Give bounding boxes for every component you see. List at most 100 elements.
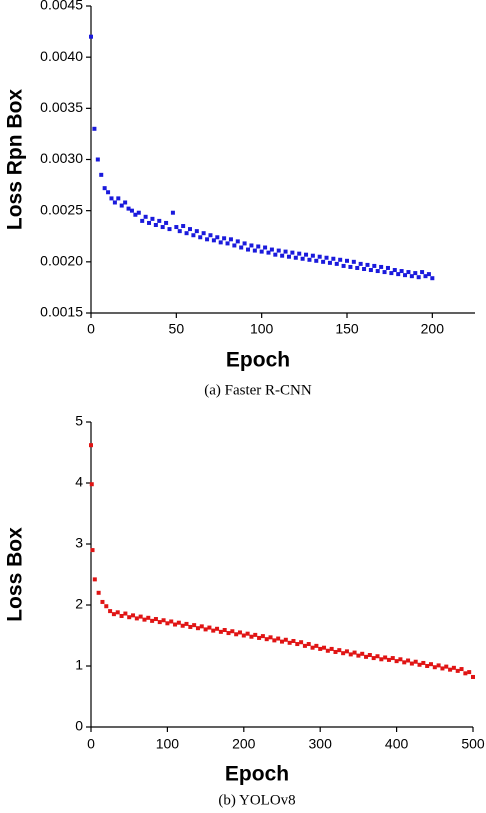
data-point — [276, 636, 281, 641]
data-point — [127, 615, 132, 620]
data-point — [379, 264, 384, 269]
y-tick-label: 3 — [75, 535, 83, 551]
data-point — [293, 255, 298, 260]
data-point — [181, 224, 186, 229]
data-point — [222, 236, 227, 241]
data-point — [259, 249, 264, 254]
data-point — [264, 637, 269, 642]
data-point — [325, 648, 330, 653]
data-point — [242, 241, 247, 246]
x-tick-label: 300 — [309, 736, 333, 752]
data-point — [360, 651, 365, 656]
data-point — [180, 623, 185, 628]
data-point — [89, 482, 94, 487]
data-point — [161, 618, 166, 623]
data-point — [104, 604, 109, 609]
data-point — [272, 638, 277, 643]
data-point — [321, 259, 326, 264]
data-point — [290, 250, 295, 255]
data-point — [245, 631, 250, 636]
data-point — [310, 253, 315, 258]
data-point — [406, 658, 411, 663]
data-point — [108, 609, 113, 614]
data-point — [348, 264, 353, 269]
data-point — [392, 268, 397, 273]
data-point — [365, 262, 370, 267]
data-point — [300, 256, 305, 261]
data-point — [199, 624, 204, 629]
data-point — [367, 653, 372, 658]
y-tick-label: 2 — [75, 596, 83, 612]
data-point — [362, 266, 367, 271]
y-tick-label: 0.0030 — [40, 150, 83, 166]
data-point — [136, 210, 141, 215]
data-point — [295, 642, 300, 647]
data-point — [142, 617, 147, 622]
data-point — [331, 256, 336, 261]
data-point — [252, 248, 257, 253]
x-tick-label: 200 — [232, 736, 256, 752]
data-point — [286, 254, 291, 259]
data-point — [205, 237, 210, 242]
data-point — [280, 253, 285, 258]
x-axis-title: Epoch — [225, 763, 289, 786]
data-point — [119, 613, 124, 618]
data-point — [146, 615, 151, 620]
y-tick-label: 1 — [75, 657, 83, 673]
data-point — [173, 622, 178, 627]
data-point — [195, 626, 200, 631]
data-point — [147, 220, 152, 225]
x-tick-label: 0 — [87, 321, 95, 337]
data-point — [215, 235, 220, 240]
x-tick-label: 100 — [250, 321, 274, 337]
data-point — [208, 233, 213, 238]
data-point — [123, 611, 128, 616]
data-point — [90, 548, 95, 553]
data-point — [102, 186, 107, 191]
y-tick-label: 5 — [75, 413, 83, 429]
data-point — [291, 638, 296, 643]
data-point — [351, 259, 356, 264]
data-point — [169, 619, 174, 624]
data-point — [269, 247, 274, 252]
data-point — [215, 626, 220, 631]
data-point — [226, 631, 231, 636]
y-tick-label: 0.0020 — [40, 253, 83, 269]
data-point — [157, 218, 162, 223]
data-point — [302, 643, 307, 648]
data-point — [230, 629, 235, 634]
data-point — [413, 271, 418, 276]
x-tick-label: 500 — [461, 736, 485, 752]
data-point — [280, 639, 284, 644]
data-point — [134, 616, 139, 621]
data-point — [119, 203, 124, 208]
data-point — [389, 271, 394, 276]
data-point — [322, 645, 327, 650]
data-point — [198, 235, 203, 240]
data-point — [207, 625, 212, 630]
data-point — [444, 664, 449, 669]
y-tick-label: 0.0015 — [40, 304, 83, 320]
data-point — [283, 249, 288, 254]
data-point — [268, 635, 273, 640]
data-point — [416, 275, 421, 280]
data-point — [276, 248, 281, 253]
y-tick-label: 0.0040 — [40, 48, 83, 64]
data-point — [402, 660, 407, 665]
data-point — [273, 252, 278, 257]
y-axis-title: Loss Box — [4, 527, 27, 622]
y-tick-label: 0 — [75, 718, 83, 734]
data-point — [314, 643, 319, 648]
x-tick-label: 0 — [87, 736, 95, 752]
data-point — [348, 652, 353, 657]
data-point — [409, 274, 414, 279]
data-point — [324, 255, 329, 260]
data-point — [131, 613, 136, 618]
x-tick-label: 400 — [385, 736, 409, 752]
data-point — [352, 650, 357, 655]
data-point — [307, 257, 312, 262]
data-point — [126, 206, 131, 211]
data-point — [211, 238, 216, 243]
data-point — [165, 621, 170, 626]
data-point — [390, 656, 395, 661]
